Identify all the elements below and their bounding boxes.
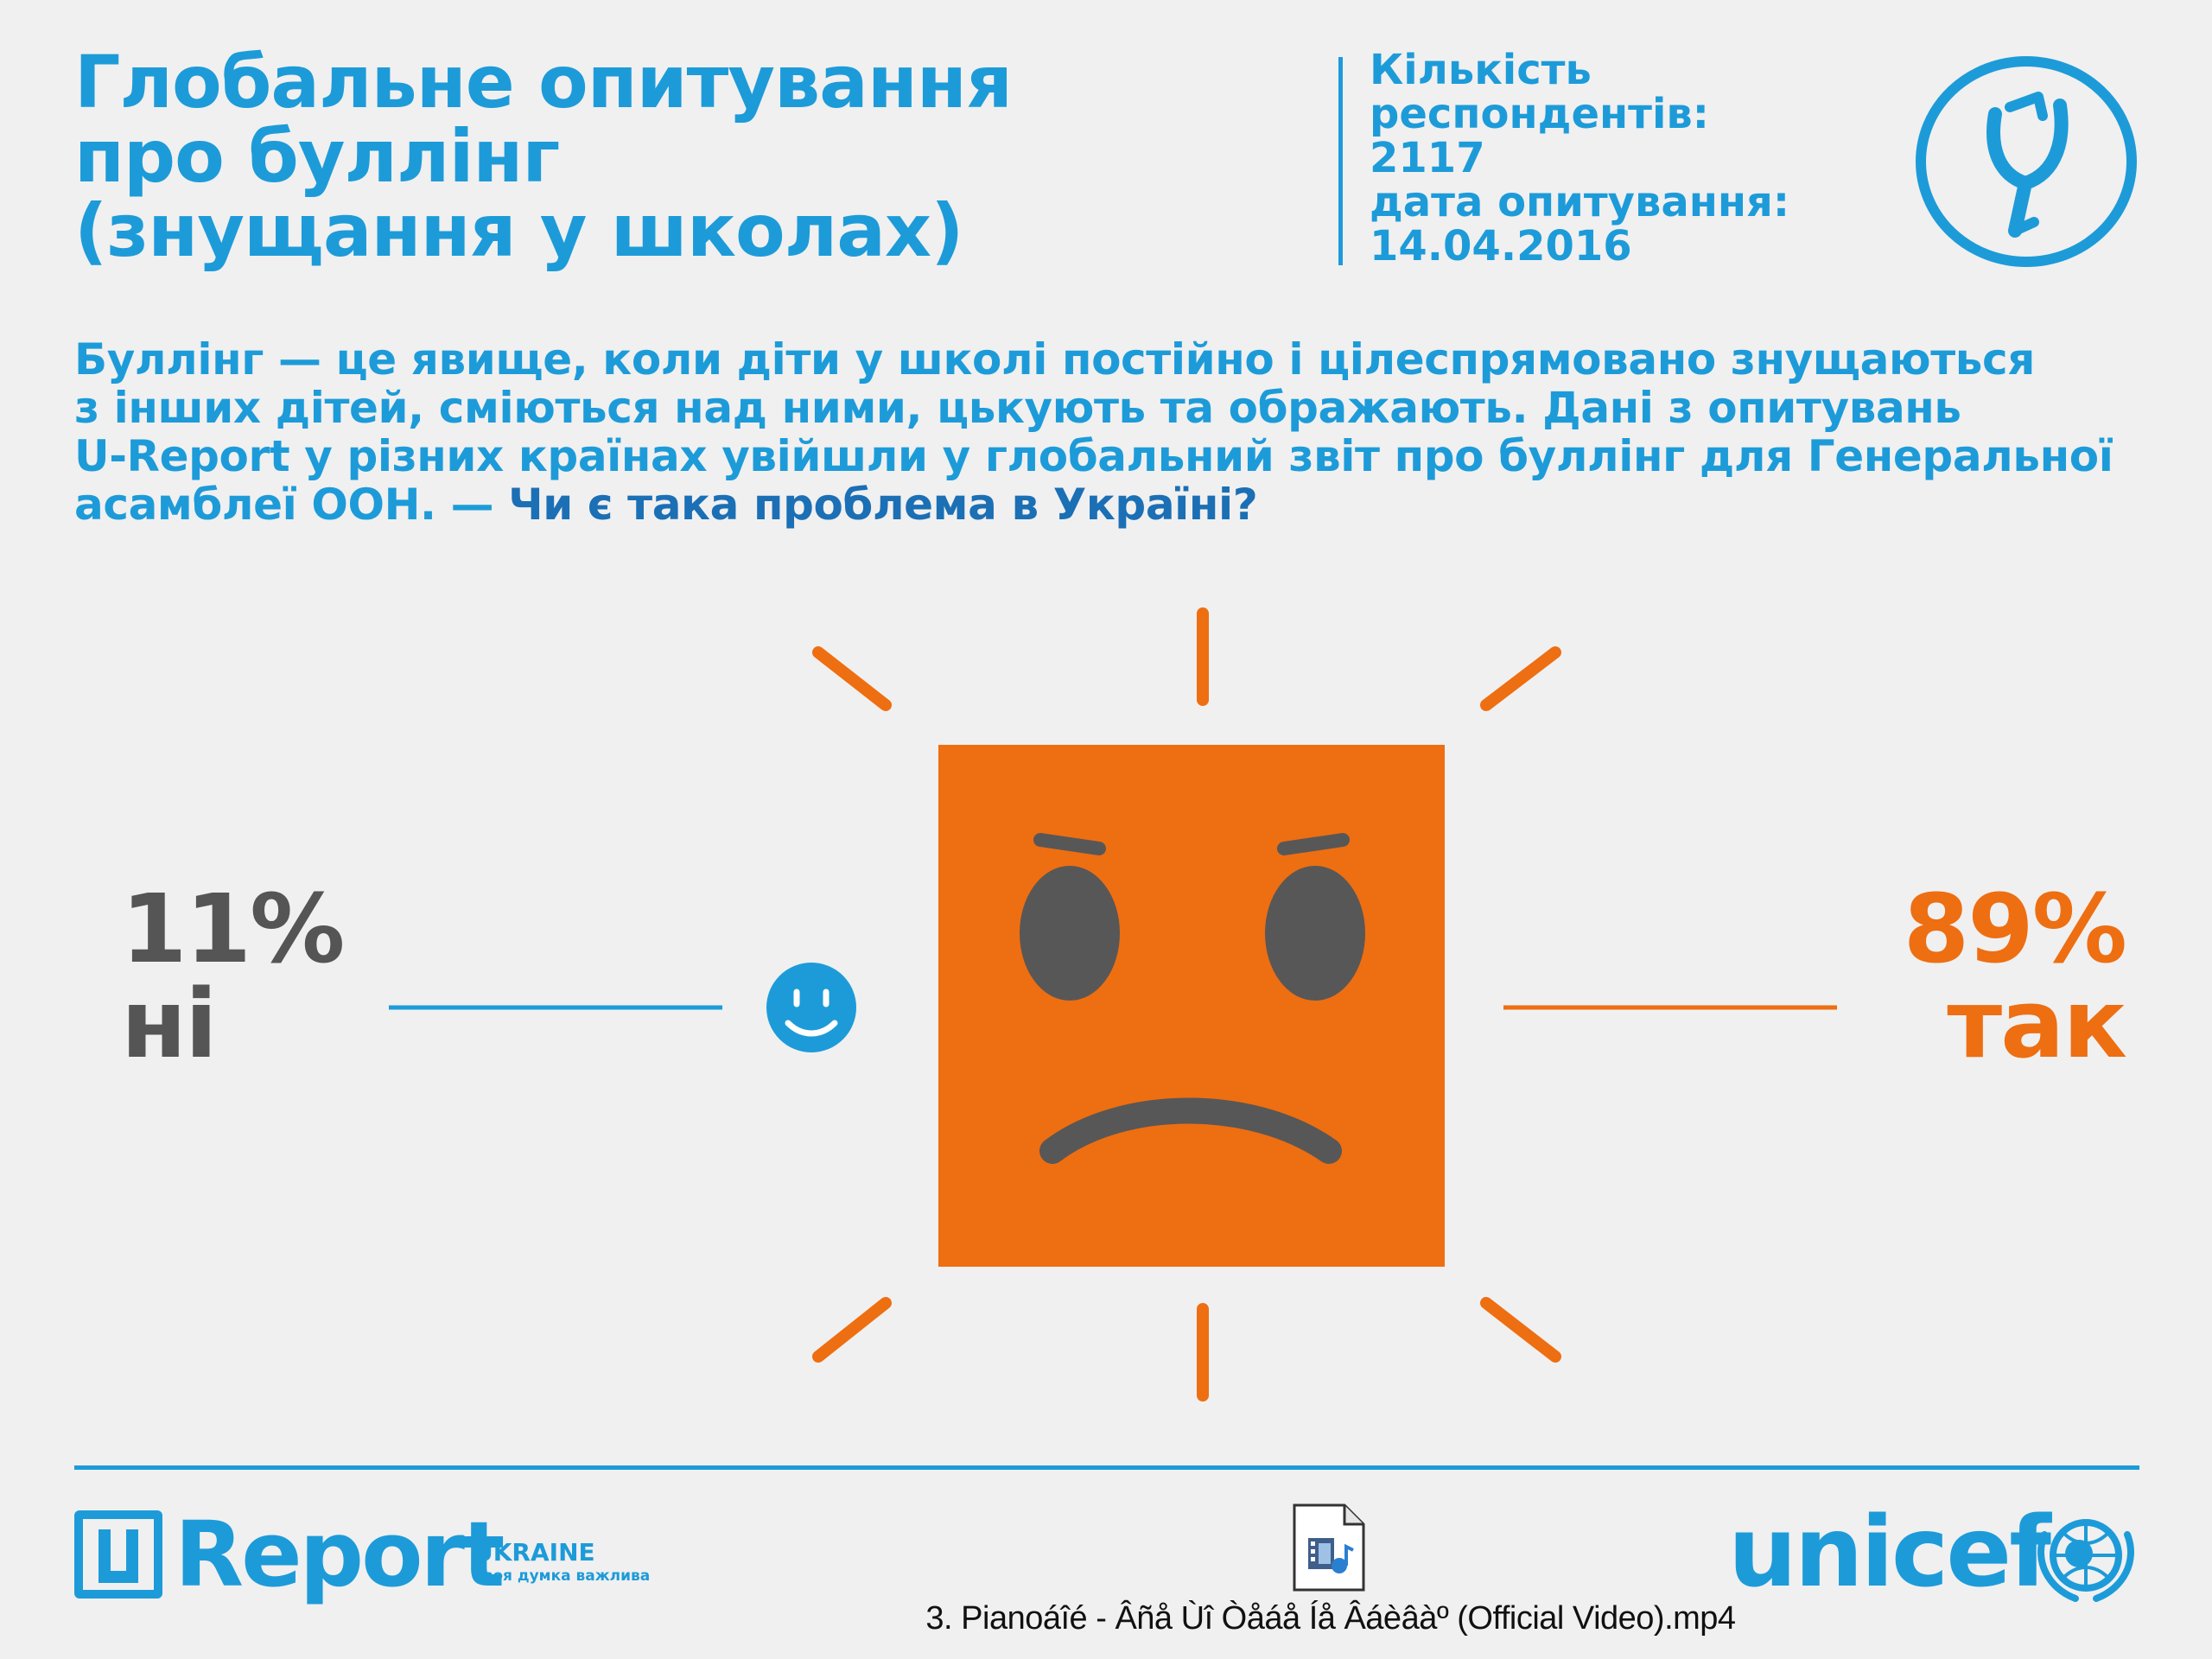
title-line-2: про буллінг [74,114,560,199]
yes-label: так [1947,969,2127,1079]
intro-line-2: з інших дітей, сміються над ними, цькуют… [74,383,1961,433]
result-no: 11% ні [121,874,345,1079]
footer-divider [74,1465,2139,1470]
title-line-1: Глобальне опитування [74,40,1013,124]
intro-line-4-text: асамблеї ООН. — [74,480,509,530]
burst-rays [812,607,1561,1402]
unicef-emblem-icon [2037,1519,2134,1602]
intro-text: Буллінг — це явище, коли діти у школі по… [74,335,2183,529]
date-label: дата опитування: [1370,178,1790,226]
yes-percent: 89% [1903,874,2127,984]
intro-line-1: Буллінг — це явище, коли діти у школі по… [74,334,2035,385]
title-line-3: (знущання у школах) [74,188,964,273]
respondents-value: 2117 [1370,134,1485,182]
video-file-icon[interactable] [1291,1502,1367,1593]
header-divider [1338,57,1343,265]
result-yes: 89% так [1866,874,2127,1079]
survey-illustration [389,607,1837,1402]
no-label: ні [121,969,218,1079]
file-name-label[interactable]: 3. Pianoáîé - Âñå Ùî Òåáå Íå Âáèâàº (Off… [925,1600,1736,1637]
date-value: 14.04.2016 [1370,222,1632,270]
no-percent: 11% [121,874,345,984]
ureport-word: Report [175,1502,505,1607]
unicef-word: unicef [1728,1497,2051,1609]
angry-face-icon [938,745,1445,1267]
survey-question: Чи є така проблема в Україні? [508,480,1258,530]
ureport-logo: Report UKRAINE Твоя думка важлива [74,1502,679,1607]
smiley-face-icon [766,963,856,1052]
unicef-logo: unicef [1728,1497,2143,1609]
page-title: Глобальне опитування про буллінг (знущан… [74,45,1284,268]
survey-meta: Кількість респондентів: 2117 дата опитув… [1370,48,1905,269]
intro-line-3: U-Report у різних країнах увійшли у глоб… [74,431,2113,481]
ureport-u-icon [74,1510,162,1599]
ureport-slingshot-logo-icon [1916,56,2137,267]
respondents-label-1: Кількість [1370,46,1592,94]
respondents-label-2: респондентів: [1370,90,1709,138]
intro-line-4: асамблеї ООН. — Чи є така проблема в Укр… [74,480,2183,529]
ureport-tagline: Твоя думка важлива [474,1567,651,1585]
ureport-country: UKRAINE [474,1538,595,1567]
